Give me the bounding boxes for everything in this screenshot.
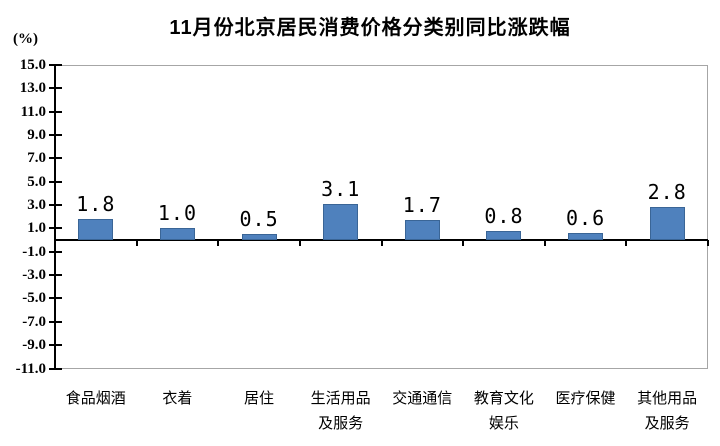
- y-tick-label: 3.0: [27, 197, 46, 214]
- bar: [649, 207, 685, 241]
- y-tick-mark: [49, 134, 62, 137]
- x-tick-mark: [625, 240, 628, 247]
- bar: [568, 233, 604, 241]
- bar-value-label: 0.8: [484, 203, 524, 228]
- y-tick-label: 11.0: [20, 103, 46, 120]
- bar: [486, 230, 522, 241]
- x-tick-mark: [135, 240, 138, 247]
- y-tick-mark: [49, 64, 62, 66]
- bar: [159, 228, 195, 241]
- y-tick-label: -11.0: [15, 360, 46, 377]
- y-tick-label: -9.0: [22, 337, 46, 354]
- y-tick-label: -7.0: [22, 313, 46, 330]
- y-axis-line: [54, 65, 56, 369]
- y-tick-mark: [49, 344, 62, 347]
- bar: [323, 203, 359, 241]
- x-tick-mark: [380, 240, 383, 247]
- bar-value-label: 1.8: [76, 192, 116, 217]
- bar-value-label: 0.5: [239, 207, 279, 232]
- y-tick-label: -3.0: [22, 267, 46, 284]
- x-category-label: 交通通信: [392, 390, 453, 407]
- x-tick-mark: [298, 240, 301, 247]
- bar-value-label: 1.7: [402, 193, 442, 218]
- y-tick-label: 1.0: [27, 220, 46, 237]
- x-tick-mark: [54, 240, 56, 247]
- x-category-label: 其他用品 及服务: [637, 390, 698, 432]
- y-tick-label: -1.0: [22, 243, 46, 260]
- x-category-label: 食品烟酒: [65, 390, 126, 407]
- bar-value-label: 2.8: [647, 180, 687, 205]
- bar-value-label: 3.1: [321, 176, 361, 201]
- y-axis-unit-label: (%): [13, 31, 38, 47]
- y-tick-mark: [49, 297, 62, 300]
- x-tick-mark: [707, 240, 709, 247]
- y-tick-label: 13.0: [19, 80, 46, 97]
- y-tick-mark: [49, 204, 62, 207]
- x-category-label: 衣着: [162, 390, 193, 407]
- x-tick-mark: [217, 240, 220, 247]
- plot-area: [55, 65, 708, 369]
- y-tick-mark: [49, 250, 62, 253]
- chart-title: 11月份北京居民消费价格分类别同比涨跌幅: [169, 17, 571, 39]
- y-tick-mark: [49, 157, 62, 160]
- y-tick-mark: [49, 87, 62, 90]
- bar-value-label: 0.6: [566, 206, 606, 231]
- x-category-label: 生活用品 及服务: [310, 390, 371, 432]
- y-tick-label: 5.0: [27, 173, 46, 190]
- x-category-label: 教育文化 娱乐: [473, 390, 534, 432]
- y-tick-label: 15.0: [19, 57, 46, 73]
- x-category-label: 居住: [244, 390, 275, 407]
- y-tick-label: -5.0: [22, 290, 46, 307]
- bar: [241, 234, 277, 241]
- bar-value-label: 1.0: [157, 201, 197, 226]
- y-tick-label: 7.0: [27, 150, 46, 167]
- bar: [404, 220, 440, 241]
- y-tick-label: 9.0: [27, 127, 46, 144]
- y-tick-mark: [49, 227, 62, 230]
- bar: [78, 219, 114, 241]
- x-tick-mark: [462, 240, 465, 247]
- y-tick-mark: [49, 110, 62, 113]
- y-tick-mark: [49, 320, 62, 323]
- x-tick-mark: [543, 240, 546, 247]
- y-tick-mark: [49, 367, 62, 370]
- x-category-label: 医疗保健: [555, 390, 616, 407]
- y-tick-mark: [49, 274, 62, 277]
- y-tick-mark: [49, 180, 62, 183]
